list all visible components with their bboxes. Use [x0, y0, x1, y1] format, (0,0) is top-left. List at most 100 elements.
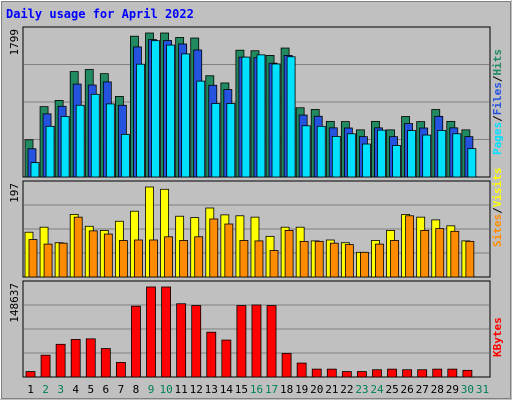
bar-pages-day-28: [437, 130, 447, 178]
legend-item-hits: Hits: [491, 49, 504, 76]
x-tick-label-day-14: 14: [220, 383, 234, 396]
bar-kbytes-day-24: [372, 369, 382, 378]
bar-sites-day-14: [224, 223, 234, 278]
bar-kbytes-day-6: [100, 348, 111, 378]
x-tick-label-day-16: 16: [250, 383, 263, 396]
bar-kbytes-day-11: [176, 303, 187, 378]
bar-pages-day-24: [377, 129, 386, 178]
bar-pages-day-23: [362, 143, 371, 178]
x-tick-label-day-19: 19: [295, 383, 308, 396]
bar-kbytes-day-5: [85, 338, 96, 378]
bar-kbytes-day-29: [447, 368, 458, 378]
bar-sites-day-3: [58, 242, 68, 278]
legend-top: Pages/Files/Hits: [491, 49, 504, 155]
bar-sites-day-6: [103, 233, 113, 278]
bar-sites-day-8: [134, 239, 143, 278]
bar-pages-day-1: [30, 162, 40, 178]
x-tick-label-day-21: 21: [325, 383, 338, 396]
x-tick-label-day-24: 24: [370, 383, 384, 396]
bar-kbytes-day-28: [432, 368, 443, 378]
bar-pages-day-18: [286, 56, 296, 178]
bar-kbytes-day-13: [206, 331, 217, 378]
bar-pages-day-26: [407, 130, 417, 178]
x-axis-labels: 1 2 3 4 5 6 7 8 9 10 11 12 13 14 15 16 17 18 19 20 21 22 23 24 2…: [27, 383, 489, 396]
x-tick-label-day-7: 7: [118, 383, 125, 396]
bar-kbytes-day-18: [281, 352, 292, 378]
bar-sites-day-28: [435, 228, 445, 278]
x-tick-label-day-11: 11: [175, 383, 188, 396]
y-max-label-top: 1799: [8, 29, 21, 56]
bar-kbytes-day-8: [131, 305, 141, 378]
bar-sites-day-27: [420, 230, 430, 278]
x-tick-label-day-17: 17: [265, 383, 278, 396]
x-tick-label-day-25: 25: [385, 383, 398, 396]
bar-pages-day-5: [90, 93, 100, 178]
x-tick-label-day-15: 15: [235, 383, 248, 396]
x-tick-label-day-10: 10: [159, 383, 172, 396]
bar-pages-day-30: [467, 148, 477, 178]
bar-kbytes-day-21: [326, 368, 337, 378]
bar-kbytes-day-25: [387, 368, 397, 378]
bar-sites-day-22: [344, 244, 354, 278]
bar-pages-day-14: [226, 103, 236, 178]
bar-kbytes-day-1: [25, 371, 36, 378]
bar-pages-day-3: [60, 116, 70, 178]
x-tick-label-day-18: 18: [280, 383, 293, 396]
bar-sites-day-7: [118, 240, 128, 278]
bar-sites-day-16: [254, 240, 264, 278]
legend-separator: /: [491, 207, 504, 214]
y-max-label-middle: 197: [8, 183, 21, 203]
bar-pages-day-21: [331, 136, 341, 178]
x-tick-label-day-1: 1: [27, 383, 34, 396]
x-tick-label-day-26: 26: [401, 383, 414, 396]
x-tick-label-day-20: 20: [310, 383, 323, 396]
bar-pages-day-29: [452, 133, 462, 178]
bar-sites-day-12: [194, 236, 204, 278]
bar-sites-day-15: [239, 240, 249, 278]
bar-kbytes-day-26: [402, 369, 413, 378]
legend-bottom: KBytes: [491, 317, 504, 357]
x-tick-label-day-27: 27: [416, 383, 429, 396]
bar-sites-day-9: [149, 239, 158, 278]
chart-title: Daily usage for April 2022: [6, 7, 194, 21]
bar-kbytes-day-17: [266, 305, 277, 378]
bar-kbytes-day-23: [357, 371, 367, 378]
bar-kbytes-day-22: [341, 371, 352, 378]
bar-pages-day-4: [75, 104, 85, 178]
bar-pages-day-27: [422, 134, 432, 178]
bar-pages-day-15: [241, 56, 251, 178]
bar-sites-day-5: [88, 230, 98, 278]
bar-kbytes-day-12: [191, 305, 202, 378]
bar-pages-day-10: [166, 44, 175, 178]
x-tick-label-day-28: 28: [431, 383, 444, 396]
bar-sites-day-18: [284, 230, 294, 278]
bar-kbytes-day-20: [311, 368, 322, 378]
bar-pages-day-8: [136, 63, 145, 178]
bar-sites-day-10: [164, 236, 173, 278]
bar-sites-day-23: [360, 251, 369, 278]
bar-kbytes-day-16: [251, 304, 262, 378]
x-tick-label-day-30: 30: [461, 383, 474, 396]
y-max-label-bottom: 148637: [8, 283, 21, 323]
x-tick-label-day-12: 12: [190, 383, 203, 396]
bar-pages-day-9: [151, 40, 160, 178]
bar-kbytes-day-27: [417, 369, 428, 378]
bar-kbytes-day-9: [146, 286, 156, 378]
x-tick-label-day-3: 3: [57, 383, 64, 396]
x-tick-label-day-13: 13: [205, 383, 218, 396]
legend-item-files: Files: [491, 82, 504, 115]
x-tick-label-day-29: 29: [446, 383, 459, 396]
bar-pages-day-22: [346, 133, 356, 178]
bar-pages-day-25: [392, 145, 401, 178]
bar-sites-day-2: [43, 243, 53, 278]
bar-pages-day-7: [120, 133, 130, 178]
bar-pages-day-2: [45, 125, 55, 178]
x-tick-label-day-31: 31: [476, 383, 489, 396]
x-tick-label-day-23: 23: [355, 383, 368, 396]
legend-item-visits: Visits: [491, 168, 504, 208]
bar-sites-day-17: [269, 250, 279, 278]
bar-kbytes-day-10: [161, 286, 171, 378]
x-tick-label-day-9: 9: [148, 383, 155, 396]
bar-kbytes-day-30: [462, 369, 473, 378]
